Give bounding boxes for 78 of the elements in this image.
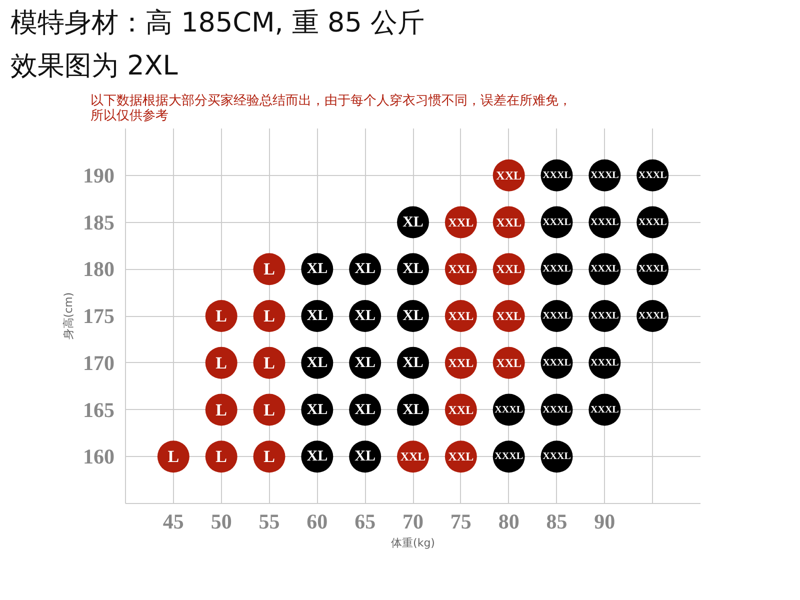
text: XXXL bbox=[590, 404, 619, 416]
x-tick-label: 75 bbox=[450, 510, 472, 534]
text: XXXL bbox=[590, 310, 619, 322]
text: XXXL bbox=[542, 310, 571, 322]
text: XXXL bbox=[542, 451, 571, 462]
chart-title: 模特身材：高 185CM, 重 85 公斤 bbox=[10, 8, 424, 38]
x-tick-label: 70 bbox=[402, 510, 424, 534]
text: XXL bbox=[448, 402, 474, 417]
x-axis-title: 体重(kg) bbox=[391, 536, 435, 550]
text: 以下数据根据大部分买家经验总结而出，由于每个人穿衣习惯不同，误差在所难免，所以仅供参考 bbox=[90, 92, 572, 124]
x-tick-label: 55 bbox=[258, 510, 280, 534]
series-label: XL bbox=[402, 214, 424, 230]
y-tick-label: 190 bbox=[83, 163, 114, 188]
text: XXXL bbox=[590, 170, 619, 181]
text: XXXL bbox=[638, 170, 667, 181]
x-tick-label: 45 bbox=[162, 510, 184, 534]
text: L bbox=[264, 306, 275, 326]
text: XXL bbox=[496, 168, 522, 182]
text: L bbox=[264, 400, 275, 420]
text: XXXL bbox=[590, 216, 619, 228]
text: XL bbox=[402, 354, 424, 371]
text: XXXL bbox=[494, 404, 524, 416]
x-tick-label: 90 bbox=[594, 510, 616, 534]
text: XL bbox=[306, 448, 328, 465]
text: XXXL bbox=[494, 451, 524, 462]
text: XXL bbox=[448, 309, 474, 323]
text: XXL bbox=[496, 262, 522, 276]
text: L bbox=[216, 306, 228, 326]
text: XL bbox=[402, 261, 424, 278]
text: XL bbox=[354, 448, 376, 465]
text: XXXL bbox=[542, 404, 571, 416]
text: XL bbox=[306, 261, 328, 278]
text: XXL bbox=[448, 262, 474, 276]
text: XL bbox=[306, 402, 328, 418]
text: XXL bbox=[448, 450, 474, 464]
text: XXL bbox=[448, 356, 474, 370]
y-tick-label: 180 bbox=[83, 257, 114, 282]
text: XXL bbox=[448, 215, 474, 230]
series-label: XXXL bbox=[638, 310, 668, 322]
text: XXXL bbox=[638, 216, 667, 228]
y-tick-label: 170 bbox=[83, 350, 114, 375]
text: XL bbox=[354, 308, 376, 324]
text: XXXL bbox=[542, 264, 571, 275]
text: L bbox=[216, 400, 228, 420]
text: XL bbox=[306, 308, 328, 324]
y-tick-label: 160 bbox=[83, 444, 114, 469]
text: XL bbox=[306, 354, 328, 371]
x-tick-label: 65 bbox=[354, 510, 376, 534]
y-tick-label: 165 bbox=[83, 398, 114, 422]
text: XL bbox=[402, 402, 424, 418]
text: XXXL bbox=[542, 216, 571, 228]
y-tick-label: 185 bbox=[83, 210, 114, 234]
text: XXL bbox=[496, 215, 522, 230]
text: XXXL bbox=[590, 357, 619, 368]
series-label: XXL bbox=[400, 450, 426, 464]
text: XL bbox=[354, 261, 376, 278]
x-tick-label: 50 bbox=[210, 510, 232, 534]
x-tick-label: 80 bbox=[498, 510, 520, 534]
text: XL bbox=[354, 402, 376, 418]
text: L bbox=[216, 353, 228, 372]
text: L bbox=[264, 260, 275, 279]
text: L bbox=[216, 447, 228, 466]
text: L bbox=[264, 447, 275, 466]
text: XL bbox=[354, 354, 376, 371]
text: XXXL bbox=[590, 264, 619, 275]
text: XXXL bbox=[542, 357, 571, 368]
text: XXXL bbox=[638, 264, 667, 275]
text: L bbox=[264, 353, 275, 372]
y-tick-label: 175 bbox=[83, 304, 114, 328]
chart-subtitle: 效果图为 2XL bbox=[10, 50, 178, 82]
series-label: L bbox=[168, 447, 180, 466]
text: XXL bbox=[496, 356, 522, 370]
x-tick-label: 60 bbox=[306, 510, 328, 534]
text: XL bbox=[402, 308, 424, 324]
y-axis-title: 身高(cm) bbox=[62, 292, 75, 340]
x-tick-label: 85 bbox=[546, 510, 568, 534]
text: XXL bbox=[496, 309, 522, 323]
text: XXXL bbox=[542, 170, 571, 181]
